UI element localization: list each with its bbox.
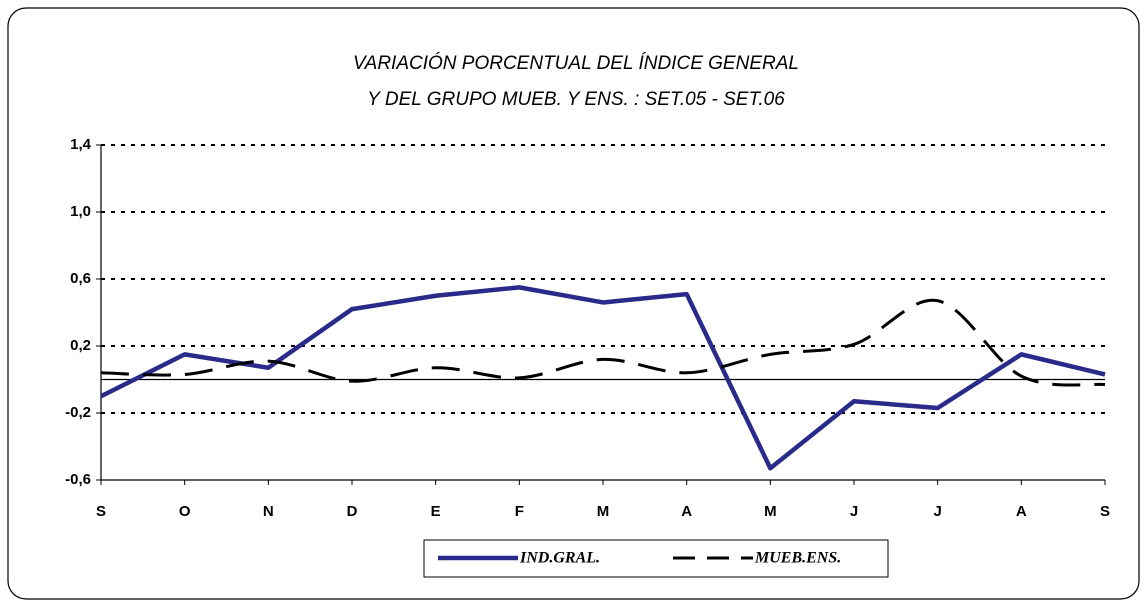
legend-label: IND.GRAL. bbox=[519, 550, 600, 567]
x-tick-label: A bbox=[1016, 503, 1027, 520]
x-tick-label: S bbox=[1100, 503, 1110, 520]
x-tick-label: S bbox=[96, 503, 106, 520]
y-tick-label: 1,4 bbox=[70, 136, 92, 153]
x-tick-label: O bbox=[179, 503, 191, 520]
y-tick-label: 1,0 bbox=[70, 203, 91, 220]
y-tick-label: 0,2 bbox=[70, 337, 91, 354]
x-tick-label: M bbox=[764, 503, 777, 520]
x-tick-label: D bbox=[347, 503, 358, 520]
x-tick-label: A bbox=[681, 503, 692, 520]
series-line bbox=[99, 285, 1106, 471]
chart-title: VARIACIÓN PORCENTUAL DEL ÍNDICE GENERAL bbox=[353, 52, 799, 74]
series-line bbox=[100, 298, 1106, 387]
legend-label: MUEB.ENS. bbox=[754, 550, 841, 567]
y-tick-label: -0,2 bbox=[65, 404, 91, 421]
x-tick-label: F bbox=[515, 503, 524, 520]
x-tick-label: N bbox=[263, 503, 274, 520]
y-tick-label: -0,6 bbox=[65, 471, 91, 488]
chart-frame bbox=[7, 7, 1140, 600]
x-tick-label: E bbox=[431, 503, 441, 520]
x-tick-label: J bbox=[850, 503, 858, 520]
y-tick-label: 0,6 bbox=[70, 270, 91, 287]
x-tick-label: J bbox=[933, 503, 941, 520]
x-tick-label: M bbox=[597, 503, 610, 520]
chart-subtitle: Y DEL GRUPO MUEB. Y ENS. : SET.05 - SET.… bbox=[367, 89, 785, 110]
